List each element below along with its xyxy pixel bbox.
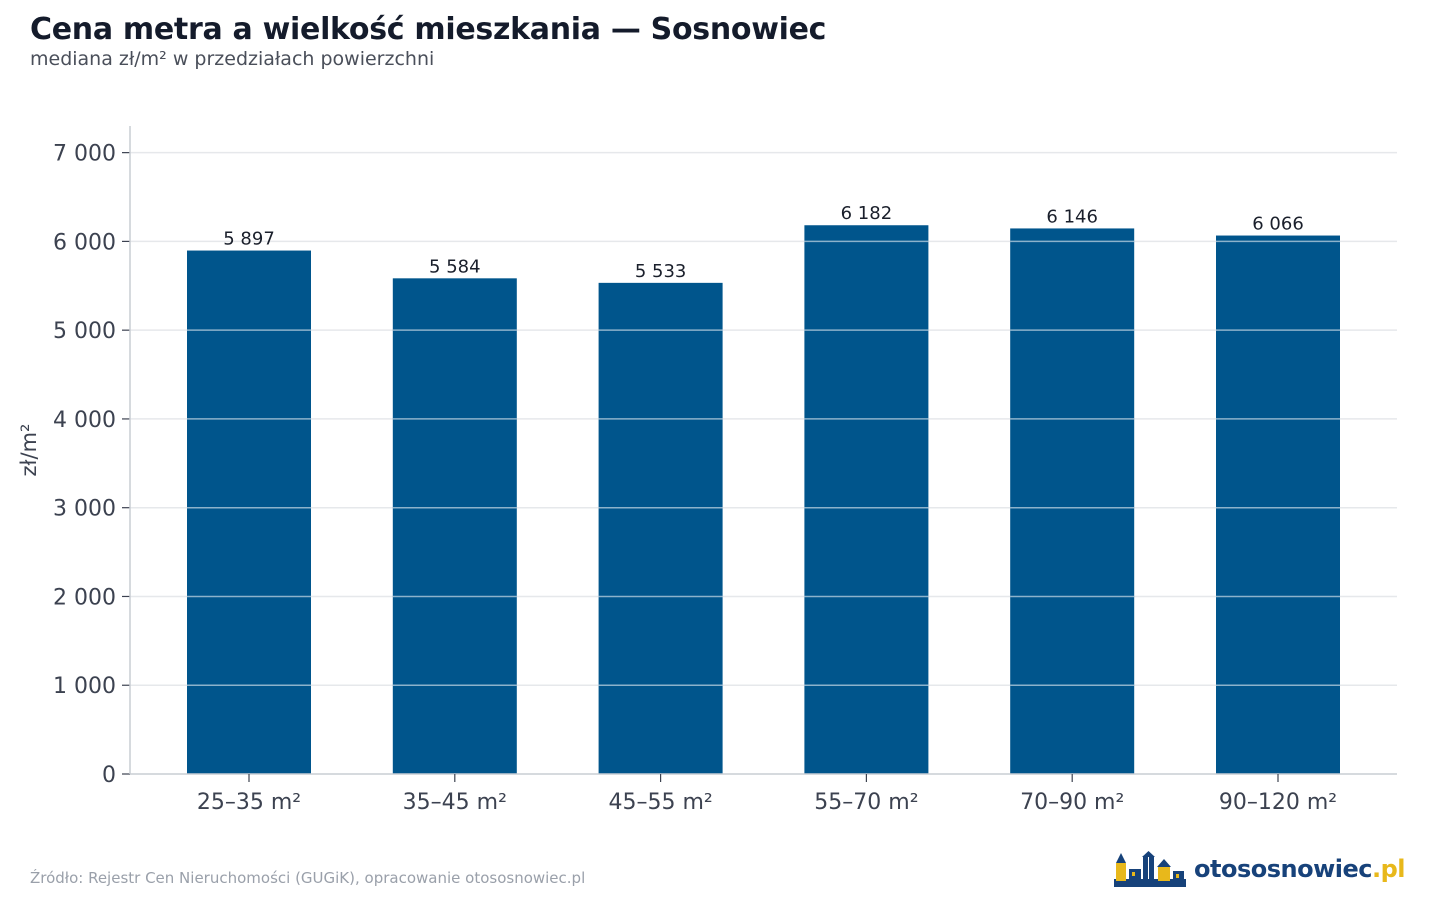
bar-value-label: 5 584: [429, 256, 481, 277]
logo-tld: .pl: [1371, 855, 1406, 883]
y-tick-label: 6 000: [53, 230, 116, 255]
x-tick-label: 55–70 m²: [814, 790, 918, 815]
y-tick-label: 3 000: [53, 497, 116, 522]
bar-value-label: 5 897: [223, 229, 275, 250]
y-tick-label: 0: [102, 763, 116, 788]
logo-text: otososnowiec.pl: [1194, 855, 1406, 883]
y-tick-label: 7 000: [53, 142, 116, 167]
y-tick-label: 1 000: [53, 674, 116, 699]
x-tick-label: 90–120 m²: [1219, 790, 1337, 815]
y-tick-label: 4 000: [53, 408, 116, 433]
bar-value-label: 5 533: [635, 261, 687, 282]
bar: [187, 250, 311, 774]
bar-value-label: 6 182: [841, 203, 893, 224]
bar: [804, 225, 929, 774]
axes: 0 1 000 2 000 3 000 4 000 5 000 6 000 7 000 zł/m…: [17, 126, 1397, 815]
bar: [1010, 228, 1135, 774]
source-note: Źródło: Rejestr Cen Nieruchomości (GUGiK…: [30, 869, 586, 887]
bar: [392, 278, 517, 774]
chart-title: Cena metra a wielkość mieszkania — Sosno…: [30, 12, 827, 47]
bar-chart: 0 1 000 2 000 3 000 4 000 5 000 6 000 7 000 zł/m…: [17, 126, 1397, 815]
x-tick-label: 70–90 m²: [1020, 790, 1124, 815]
chart-subtitle: mediana zł/m² w przedziałach powierzchni: [30, 48, 435, 70]
city-skyline-icon: [1114, 851, 1186, 887]
x-tick-label: 35–45 m²: [403, 790, 507, 815]
y-tick-label: 5 000: [53, 319, 116, 344]
x-tick-label: 25–35 m²: [197, 790, 301, 815]
site-logo[interactable]: otososnowiec.pl: [1112, 848, 1406, 890]
bar-value-label: 6 146: [1046, 206, 1098, 227]
gridlines: [130, 151, 1397, 686]
x-tick-label: 45–55 m²: [608, 790, 712, 815]
y-axis-label: zł/m²: [17, 424, 41, 477]
value-labels: 5 897 5 584 5 533 6 182 6 146 6 066: [223, 203, 1304, 282]
bar: [598, 282, 723, 774]
bar: [1216, 235, 1340, 774]
logo-name: otososnowiec: [1194, 855, 1372, 883]
bars: [187, 225, 1340, 774]
bar-value-label: 6 066: [1252, 214, 1304, 235]
y-tick-label: 2 000: [53, 585, 116, 610]
